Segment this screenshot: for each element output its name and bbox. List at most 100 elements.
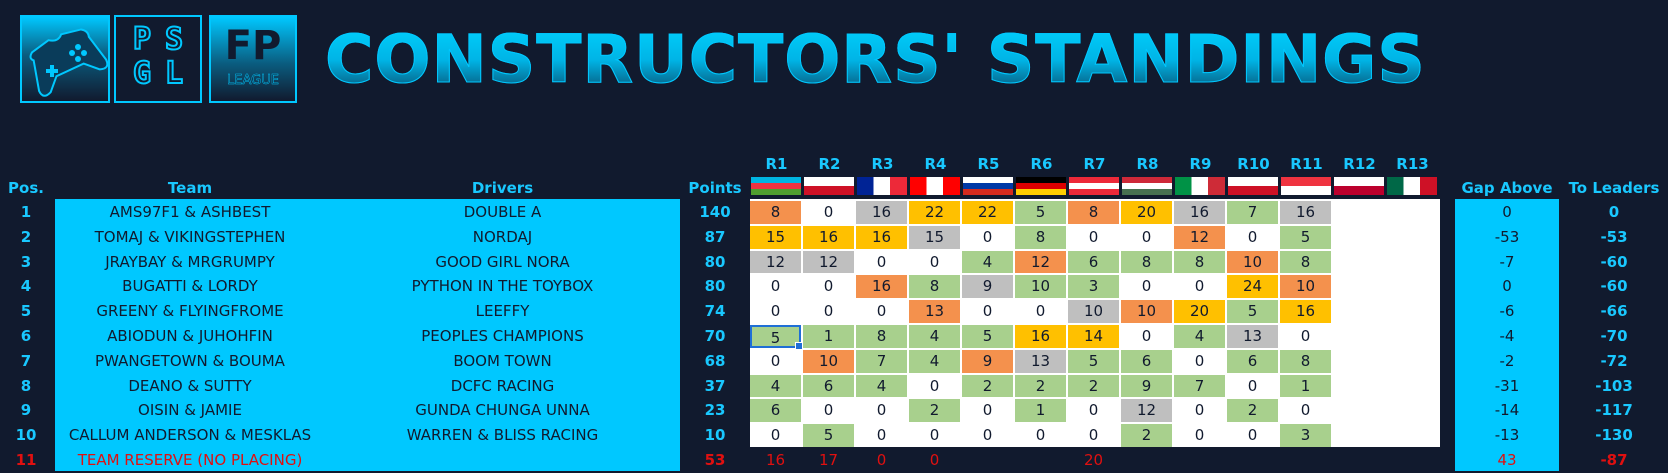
result-cell-r6[interactable]: 2	[1015, 374, 1066, 398]
result-cell-r12[interactable]	[1333, 275, 1384, 299]
result-cell-r8[interactable]: 0	[1121, 225, 1172, 249]
result-cell-r13[interactable]	[1386, 250, 1437, 274]
result-cell-r5[interactable]: 0	[962, 424, 1013, 447]
result-cell-r7[interactable]: 6	[1068, 250, 1119, 274]
result-cell-r1[interactable]: 16	[750, 449, 801, 472]
result-cell-r13[interactable]	[1386, 399, 1437, 423]
result-cell-r4[interactable]: 0	[909, 449, 960, 472]
result-cell-r13[interactable]	[1386, 374, 1437, 398]
result-cell-r11[interactable]: 8	[1280, 250, 1331, 274]
result-cell-r1[interactable]: 6	[750, 399, 801, 423]
result-cell-r9[interactable]: 20	[1174, 300, 1225, 323]
result-cell-r4[interactable]: 4	[909, 349, 960, 373]
result-cell-r7[interactable]: 5	[1068, 349, 1119, 373]
result-cell-r8[interactable]: 12	[1121, 399, 1172, 423]
result-cell-r2[interactable]: 0	[803, 275, 854, 299]
result-cell-r2[interactable]: 1	[803, 325, 854, 348]
result-cell-r5[interactable]: 4	[962, 250, 1013, 274]
result-cell-r6[interactable]: 0	[1015, 424, 1066, 447]
result-cell-r11[interactable]: 16	[1280, 201, 1331, 224]
result-cell-r10[interactable]: 13	[1227, 325, 1278, 348]
result-cell-r5[interactable]: 22	[962, 201, 1013, 224]
result-cell-r7[interactable]: 2	[1068, 374, 1119, 398]
result-cell-r7[interactable]: 0	[1068, 424, 1119, 447]
result-cell-r3[interactable]: 16	[856, 201, 907, 224]
result-cell-r2[interactable]: 12	[803, 250, 854, 274]
result-cell-r4[interactable]: 0	[909, 424, 960, 447]
result-cell-r13[interactable]	[1386, 449, 1437, 472]
result-cell-r4[interactable]: 0	[909, 250, 960, 274]
result-cell-r3[interactable]: 8	[856, 325, 907, 348]
result-cell-r12[interactable]	[1333, 325, 1384, 348]
result-cell-r5[interactable]: 9	[962, 275, 1013, 299]
result-cell-r5[interactable]: 0	[962, 399, 1013, 423]
result-cell-r3[interactable]: 16	[856, 275, 907, 299]
result-cell-r13[interactable]	[1386, 300, 1437, 323]
result-cell-r6[interactable]: 16	[1015, 325, 1066, 348]
result-cell-r12[interactable]	[1333, 201, 1384, 224]
result-cell-r1[interactable]: 8	[750, 201, 801, 224]
result-cell-r9[interactable]: 16	[1174, 201, 1225, 224]
result-cell-r6[interactable]: 1	[1015, 399, 1066, 423]
result-cell-r9[interactable]: 7	[1174, 374, 1225, 398]
result-cell-r3[interactable]: 0	[856, 300, 907, 323]
result-cell-r9[interactable]: 4	[1174, 325, 1225, 348]
result-cell-r5[interactable]: 0	[962, 225, 1013, 249]
result-cell-r3[interactable]: 16	[856, 225, 907, 249]
result-cell-r5[interactable]	[962, 449, 1013, 472]
result-cell-r2[interactable]: 0	[803, 300, 854, 323]
result-cell-r2[interactable]: 10	[803, 349, 854, 373]
result-cell-r1[interactable]: 4	[750, 374, 801, 398]
result-cell-r5[interactable]: 0	[962, 300, 1013, 323]
result-cell-r11[interactable]: 5	[1280, 225, 1331, 249]
result-cell-r13[interactable]	[1386, 201, 1437, 224]
result-cell-r7[interactable]: 10	[1068, 300, 1119, 323]
result-cell-r3[interactable]: 0	[856, 449, 907, 472]
result-cell-r7[interactable]: 0	[1068, 399, 1119, 423]
result-cell-r1[interactable]: 0	[750, 275, 801, 299]
result-cell-r4[interactable]: 13	[909, 300, 960, 323]
result-cell-r9[interactable]: 0	[1174, 275, 1225, 299]
result-cell-r10[interactable]: 5	[1227, 300, 1278, 323]
result-cell-r4[interactable]: 15	[909, 225, 960, 249]
result-cell-r4[interactable]: 0	[909, 374, 960, 398]
result-cell-r6[interactable]: 5	[1015, 201, 1066, 224]
result-cell-r6[interactable]: 12	[1015, 250, 1066, 274]
result-cell-r3[interactable]: 0	[856, 250, 907, 274]
result-cell-r9[interactable]: 0	[1174, 399, 1225, 423]
result-cell-r3[interactable]: 4	[856, 374, 907, 398]
result-cell-r2[interactable]: 16	[803, 225, 854, 249]
result-cell-r6[interactable]	[1015, 449, 1066, 472]
result-cell-r12[interactable]	[1333, 300, 1384, 323]
result-cell-r1[interactable]: 0	[750, 424, 801, 447]
result-cell-r2[interactable]: 0	[803, 201, 854, 224]
result-cell-r11[interactable]: 16	[1280, 300, 1331, 323]
result-cell-r12[interactable]	[1333, 349, 1384, 373]
result-cell-r12[interactable]	[1333, 225, 1384, 249]
result-cell-r8[interactable]: 20	[1121, 201, 1172, 224]
result-cell-r8[interactable]: 9	[1121, 374, 1172, 398]
result-cell-r9[interactable]	[1174, 449, 1225, 472]
result-cell-r4[interactable]: 8	[909, 275, 960, 299]
result-cell-r8[interactable]: 10	[1121, 300, 1172, 323]
result-cell-r10[interactable]: 0	[1227, 225, 1278, 249]
result-cell-r3[interactable]: 0	[856, 399, 907, 423]
result-cell-r2[interactable]: 17	[803, 449, 854, 472]
result-cell-r7[interactable]: 14	[1068, 325, 1119, 348]
result-cell-r11[interactable]: 8	[1280, 349, 1331, 373]
result-cell-r10[interactable]: 7	[1227, 201, 1278, 224]
result-cell-r10[interactable]: 0	[1227, 424, 1278, 447]
result-cell-r11[interactable]: 10	[1280, 275, 1331, 299]
result-cell-r6[interactable]: 10	[1015, 275, 1066, 299]
result-cell-r5[interactable]: 5	[962, 325, 1013, 348]
result-cell-r8[interactable]: 0	[1121, 275, 1172, 299]
result-cell-r10[interactable]: 24	[1227, 275, 1278, 299]
result-cell-r1[interactable]: 15	[750, 225, 801, 249]
result-cell-r8[interactable]: 6	[1121, 349, 1172, 373]
result-cell-r13[interactable]	[1386, 349, 1437, 373]
result-cell-r6[interactable]: 8	[1015, 225, 1066, 249]
result-cell-r1[interactable]: 0	[750, 349, 801, 373]
result-cell-r5[interactable]: 9	[962, 349, 1013, 373]
result-cell-r11[interactable]: 1	[1280, 374, 1331, 398]
result-cell-r4[interactable]: 22	[909, 201, 960, 224]
